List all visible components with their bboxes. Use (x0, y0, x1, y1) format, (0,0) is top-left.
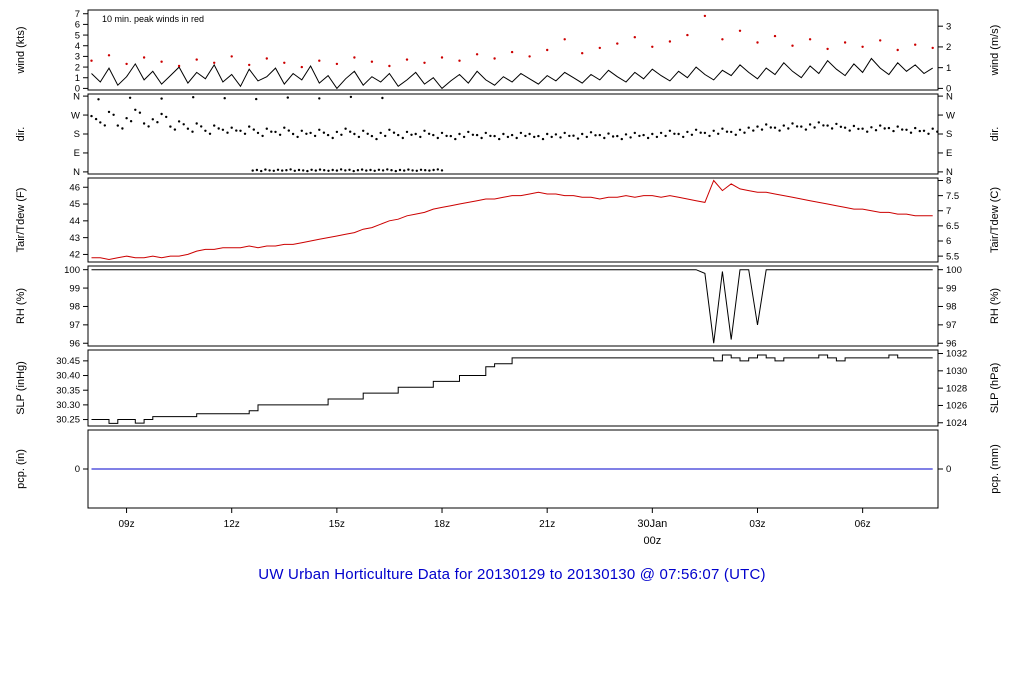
ytick-right-dir: N (946, 167, 953, 178)
ytick-left-temperature: 45 (69, 199, 80, 210)
series-scatter-wind (90, 14, 934, 69)
ytick-right-humidity: 100 (946, 265, 962, 276)
ytick-right-pressure: 1026 (946, 401, 967, 412)
annotation-wind: 10 min. peak winds in red (102, 14, 204, 24)
plot-title: UW Urban Horticulture Data for 20130129 … (258, 566, 766, 583)
ytick-right-humidity: 96 (946, 338, 957, 349)
ytick-left-humidity: 96 (69, 338, 80, 349)
ytick-left-precipitation: 0 (75, 464, 80, 475)
xtick-label: 15z (329, 519, 345, 530)
series-line-temperature (91, 179, 933, 261)
ytick-left-temperature: 42 (69, 250, 80, 261)
ytick-left-wind: 2 (75, 62, 80, 73)
ytick-right-wind: 2 (946, 42, 951, 53)
ytick-left-pressure: 30.45 (56, 356, 80, 367)
ytick-right-temperature: 6.5 (946, 221, 959, 232)
panel-temperature: 42 43 44 45 46 5.5 6 6.5 7 7.5 8 Tair/Tdew (F) Tair/… (15, 176, 1001, 263)
ytick-right-temperature: 8 (946, 176, 951, 187)
ytick-left-wind: 4 (75, 41, 80, 52)
ylabel-right-humidity: RH (%) (989, 288, 1001, 324)
ytick-left-pressure: 30.25 (56, 415, 80, 426)
ytick-right-dir: N (946, 91, 953, 102)
xtick-label: 30Jan (637, 518, 667, 530)
ytick-left-humidity: 97 (69, 320, 80, 331)
ytick-left-wind: 7 (75, 9, 80, 20)
ytick-right-pressure: 1024 (946, 418, 967, 429)
ytick-right-precipitation: 0 (946, 464, 951, 475)
ytick-right-wind: 1 (946, 63, 951, 74)
xtick-label: 03z (749, 519, 765, 530)
ytick-right-humidity: 97 (946, 320, 957, 331)
ylabel-left-temperature: Tair/Tdew (F) (15, 188, 27, 253)
series-scatter-dir (97, 95, 384, 101)
xtick-label: 09z (118, 519, 134, 530)
ytick-left-dir: W (71, 110, 80, 121)
ytick-right-pressure: 1032 (946, 349, 967, 360)
xtick-label: 06z (855, 519, 871, 530)
ytick-right-dir: S (946, 129, 952, 140)
ytick-right-wind: 0 (946, 84, 951, 95)
ytick-right-temperature: 6 (946, 236, 951, 247)
ytick-right-pressure: 1028 (946, 383, 967, 394)
xtick-label: 18z (434, 519, 450, 530)
ytick-left-temperature: 46 (69, 182, 80, 193)
series-line-wind (91, 57, 933, 90)
series-line-humidity (91, 269, 933, 344)
ytick-left-dir: N (73, 91, 80, 102)
ylabel-right-wind: wind (m/s) (989, 25, 1001, 77)
ytick-left-wind: 3 (75, 52, 80, 63)
ylabel-right-precipitation: pcp. (mm) (989, 444, 1001, 494)
ylabel-left-precipitation: pcp. (in) (15, 449, 27, 489)
ytick-left-pressure: 30.30 (56, 400, 80, 411)
ytick-right-temperature: 7 (946, 206, 951, 217)
ylabel-right-pressure: SLP (hPa) (989, 363, 1001, 414)
ylabel-right-dir: dir. (989, 127, 1001, 142)
ytick-left-wind: 6 (75, 20, 80, 31)
ytick-left-temperature: 43 (69, 233, 80, 244)
ytick-left-wind: 5 (75, 30, 80, 41)
ytick-right-temperature: 7.5 (946, 191, 959, 202)
panel-precipitation: 0 0 pcp. (in) pcp. (mm) (15, 429, 1001, 509)
ytick-right-wind: 3 (946, 21, 951, 32)
ylabel-right-temperature: Tair/Tdew (C) (989, 187, 1001, 253)
ytick-right-humidity: 99 (946, 283, 957, 294)
xtick-sublabel: 00z (643, 535, 661, 547)
ytick-right-dir: E (946, 148, 952, 159)
ytick-left-dir: S (74, 129, 80, 140)
ytick-left-dir: N (73, 167, 80, 178)
series-line-pressure (91, 354, 933, 424)
ytick-left-humidity: 98 (69, 302, 80, 313)
ytick-right-humidity: 98 (946, 302, 957, 313)
ylabel-left-dir: dir. (15, 127, 27, 142)
ylabel-left-pressure: SLP (inHg) (15, 361, 27, 415)
ylabel-left-wind: wind (kts) (15, 26, 27, 74)
ytick-left-humidity: 100 (64, 265, 80, 276)
xtick-label: 21z (539, 519, 555, 530)
ytick-right-dir: W (946, 110, 955, 121)
ytick-left-pressure: 30.35 (56, 385, 80, 396)
ytick-left-pressure: 30.40 (56, 371, 80, 382)
ytick-left-wind: 0 (75, 84, 80, 95)
series-scatter-dir (251, 168, 444, 173)
ytick-right-pressure: 1030 (946, 366, 967, 377)
ytick-right-temperature: 5.5 (946, 251, 959, 262)
ytick-left-dir: E (74, 148, 80, 159)
x-axis: 09z 12z 15z 18z 21z 30Jan 00z 03z 06z (118, 508, 871, 547)
series-scatter-dir (90, 108, 938, 141)
ylabel-left-humidity: RH (%) (15, 288, 27, 324)
panel-pressure: 30.25 30.30 30.35 30.40 30.45 1024 1026 1028 103… (15, 349, 1001, 429)
ytick-left-wind: 1 (75, 73, 80, 84)
ytick-left-temperature: 44 (69, 216, 80, 227)
ytick-left-humidity: 99 (69, 283, 80, 294)
panel-humidity: 96 97 98 99 100 96 97 98 99 100 RH (%) RH (%) (15, 265, 1001, 350)
xtick-label: 12z (224, 519, 240, 530)
